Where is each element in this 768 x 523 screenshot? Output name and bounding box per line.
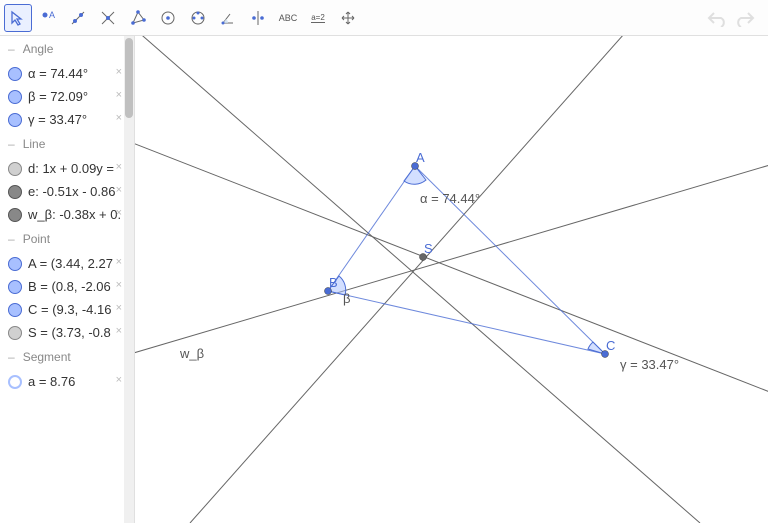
sidebar-item[interactable]: S = (3.73, -0.8 ×: [0, 321, 134, 344]
circle-tool[interactable]: [154, 4, 182, 32]
sidebar-item[interactable]: w_β: -0.38x + 0.×: [0, 203, 134, 226]
visibility-dot[interactable]: [8, 90, 22, 104]
line-tool[interactable]: [64, 4, 92, 32]
visibility-dot[interactable]: [8, 208, 22, 222]
algebra-sidebar: –Angle α = 74.44° × β = 72.09° × γ = 33.47° × –…: [0, 36, 135, 523]
visibility-dot[interactable]: [8, 67, 22, 81]
item-text: β = 72.09°: [28, 89, 88, 104]
close-icon[interactable]: ×: [116, 256, 122, 268]
visibility-dot[interactable]: [8, 185, 22, 199]
sidebar-item[interactable]: e: -0.51x - 0.86×: [0, 180, 134, 203]
item-text: B = (0.8, -2.06: [28, 279, 111, 294]
sidebar-group-line[interactable]: –Line: [0, 131, 134, 157]
sidebar-item[interactable]: B = (0.8, -2.06 ×: [0, 275, 134, 298]
canvas-label: A: [416, 150, 425, 165]
close-icon[interactable]: ×: [116, 66, 122, 78]
item-text: α = 74.44°: [28, 66, 88, 81]
move-view-tool[interactable]: [334, 4, 362, 32]
canvas-label: α = 74.44°: [420, 191, 480, 206]
sidebar-item[interactable]: C = (9.3, -4.16 ×: [0, 298, 134, 321]
visibility-dot[interactable]: [8, 326, 22, 340]
visibility-dot[interactable]: [8, 280, 22, 294]
item-text: C = (9.3, -4.16: [28, 302, 111, 317]
item-text: S = (3.73, -0.8: [28, 325, 111, 340]
close-icon[interactable]: ×: [116, 207, 122, 219]
slider-tool[interactable]: a=2: [304, 4, 332, 32]
sidebar-item[interactable]: β = 72.09° ×: [0, 85, 134, 108]
item-text: A = (3.44, 2.27: [28, 256, 113, 271]
canvas-label: β: [343, 291, 350, 306]
canvas-label: S: [424, 241, 433, 256]
graphics-canvas[interactable]: A B C Sα = 74.44° β γ = 33.47° w_β: [135, 36, 768, 523]
undo-icon[interactable]: [706, 9, 728, 27]
close-icon[interactable]: ×: [116, 302, 122, 314]
svg-text:A: A: [49, 10, 55, 20]
close-icon[interactable]: ×: [116, 279, 122, 291]
close-icon[interactable]: ×: [116, 374, 122, 386]
point-tool[interactable]: A: [34, 4, 62, 32]
sidebar-scrollbar[interactable]: [124, 36, 134, 523]
item-text: a = 8.76: [28, 374, 75, 389]
reflect-tool[interactable]: [244, 4, 272, 32]
item-text: w_β: -0.38x + 0.: [28, 207, 121, 222]
sidebar-item[interactable]: α = 74.44° ×: [0, 62, 134, 85]
visibility-dot[interactable]: [8, 113, 22, 127]
sidebar-item[interactable]: γ = 33.47° ×: [0, 108, 134, 131]
close-icon[interactable]: ×: [116, 184, 122, 196]
close-icon[interactable]: ×: [116, 89, 122, 101]
sidebar-item[interactable]: A = (3.44, 2.27×: [0, 252, 134, 275]
sidebar-group-angle[interactable]: –Angle: [0, 36, 134, 62]
toolbar: A ABC a=2: [0, 0, 768, 36]
canvas-label: B: [329, 275, 338, 290]
canvas-label: γ = 33.47°: [620, 357, 679, 372]
visibility-dot[interactable]: [8, 375, 22, 389]
sidebar-group-segment[interactable]: –Segment: [0, 344, 134, 370]
move-tool[interactable]: [4, 4, 32, 32]
sidebar-item[interactable]: d: 1x + 0.09y =×: [0, 157, 134, 180]
item-text: e: -0.51x - 0.86: [28, 184, 115, 199]
close-icon[interactable]: ×: [116, 112, 122, 124]
text-tool[interactable]: ABC: [274, 4, 302, 32]
visibility-dot[interactable]: [8, 303, 22, 317]
redo-icon[interactable]: [734, 9, 756, 27]
sidebar-group-point[interactable]: –Point: [0, 226, 134, 252]
canvas-label: C: [606, 338, 615, 353]
perpendicular-tool[interactable]: [94, 4, 122, 32]
close-icon[interactable]: ×: [116, 325, 122, 337]
ellipse-tool[interactable]: [184, 4, 212, 32]
polygon-tool[interactable]: [124, 4, 152, 32]
item-text: d: 1x + 0.09y =: [28, 161, 114, 176]
sidebar-item[interactable]: a = 8.76 ×: [0, 370, 134, 393]
angle-tool[interactable]: [214, 4, 242, 32]
visibility-dot[interactable]: [8, 257, 22, 271]
visibility-dot[interactable]: [8, 162, 22, 176]
close-icon[interactable]: ×: [116, 161, 122, 173]
item-text: γ = 33.47°: [28, 112, 87, 127]
canvas-label: w_β: [180, 346, 204, 361]
